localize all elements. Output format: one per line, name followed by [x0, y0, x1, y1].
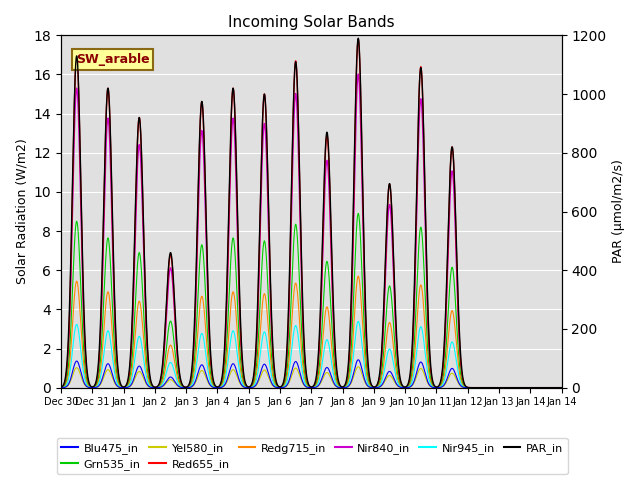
Legend: Blu475_in, Grn535_in, Yel580_in, Red655_in, Redg715_in, Nir840_in, Nir945_in, PA: Blu475_in, Grn535_in, Yel580_in, Red655_… [57, 438, 568, 474]
Y-axis label: PAR (μmol/m2/s): PAR (μmol/m2/s) [612, 159, 625, 264]
Y-axis label: Solar Radiation (W/m2): Solar Radiation (W/m2) [15, 139, 28, 284]
Text: SW_arable: SW_arable [76, 53, 150, 66]
Title: Incoming Solar Bands: Incoming Solar Bands [228, 15, 395, 30]
